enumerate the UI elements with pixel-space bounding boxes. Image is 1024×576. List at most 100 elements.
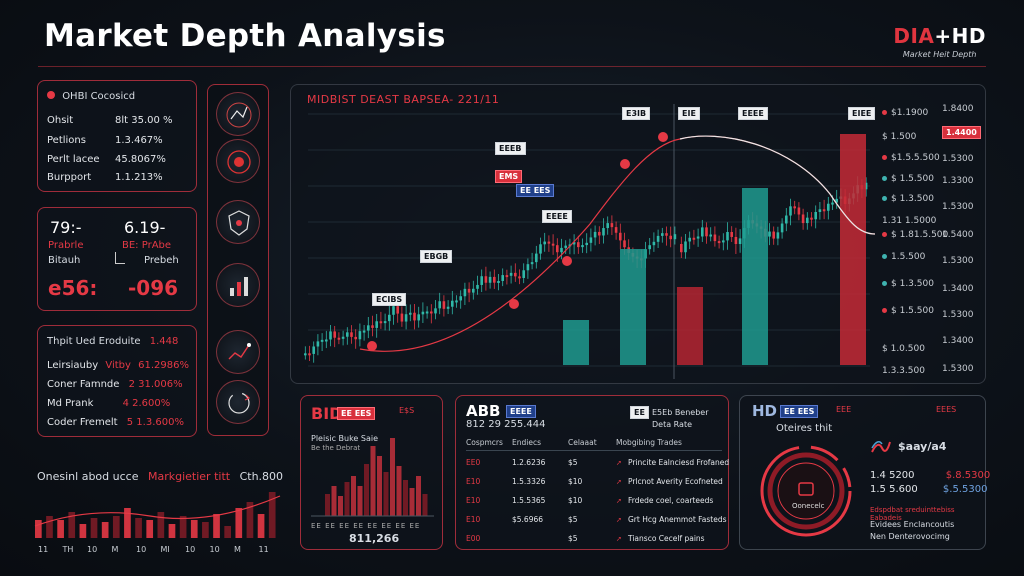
legend-row: $ 1.0.500 [882, 344, 925, 354]
cycle-icon[interactable] [216, 380, 260, 424]
product-row: Md Prank 4 2.600% [47, 398, 170, 409]
ask-table-cell: EE0 [466, 458, 481, 467]
candle-body [535, 253, 538, 263]
candle-body [688, 237, 691, 242]
ask-table-cell: Princite Ealnciesd Frofaned [628, 458, 730, 467]
volume-bar [190, 520, 198, 538]
candle-body [606, 223, 609, 229]
volume-bar [68, 512, 76, 538]
shield-icon[interactable] [216, 200, 260, 244]
legend-row-text: $1.1900 [891, 108, 929, 118]
candle-body [614, 227, 618, 233]
candle-body [358, 331, 362, 340]
legend-row: 1.31 1.5000 [882, 216, 936, 226]
legend-dot [882, 232, 887, 237]
target-icon[interactable] [216, 139, 260, 183]
ask-table-cell: E10 [466, 477, 481, 486]
volume-bar [46, 516, 53, 538]
candle-body [333, 331, 336, 338]
volume-chart-heading-mid: Markgietier titt [147, 470, 231, 483]
volume-bar [224, 526, 231, 538]
candle-body [413, 312, 416, 321]
main-depth-chart[interactable] [290, 84, 986, 384]
candle-body [602, 228, 605, 236]
chart-price-tag: EMS [495, 170, 523, 183]
ask-table-cell: 1.2.6236 [512, 458, 546, 467]
bid-bar [377, 456, 382, 516]
bid-bar-chart [311, 438, 434, 517]
legend-row-text: $ 1.3.500 [891, 279, 934, 289]
candle-body [396, 306, 399, 314]
candle-body [320, 339, 324, 342]
candle-body [346, 332, 349, 337]
right-axis-tick: 1.3400 [942, 284, 974, 294]
volume-bar [101, 522, 109, 538]
candle-body [371, 325, 374, 328]
gauge-icon[interactable] [216, 92, 260, 136]
volume-chart-heading: Onesinl abod ucce Markgietier titt Cth.8… [37, 470, 283, 483]
right-big-value: -096 [128, 276, 179, 300]
summary-row-value: 45.8067% [115, 154, 166, 165]
ask-table-cell: Prlcnot Averity Ecofneted [628, 477, 723, 486]
candle-body [539, 244, 542, 254]
volume-bar [124, 508, 131, 538]
legend-dot [882, 308, 887, 313]
candle-body [793, 206, 796, 209]
volume-xtick: 11 [38, 545, 48, 554]
hd-row-label: 1.4 5200 [870, 470, 915, 481]
candle-body [522, 270, 525, 278]
legend-row: $ 1.3.500 [882, 194, 934, 204]
legend-dot [882, 196, 887, 201]
legend-row: $ 1.5.500 [882, 174, 934, 184]
candle-body [696, 236, 700, 239]
candle-body [425, 311, 429, 314]
page-title: Market Depth Analysis [44, 18, 446, 54]
hd-callout: $aay/a4 [898, 440, 947, 453]
legend-row: $1.5.5.500 [882, 153, 940, 163]
candle-body [776, 232, 780, 239]
summary-row: Ohsit [47, 115, 73, 126]
candle-body [593, 231, 597, 238]
candle-body [772, 231, 775, 239]
price-marker [509, 299, 519, 309]
logo-mark-b: +HD [934, 24, 986, 48]
chart-price-tag: EEEB [495, 142, 526, 155]
logo-subtitle: Market Heit Depth [902, 50, 977, 59]
bid-bar [325, 494, 330, 516]
volume-bar [35, 520, 42, 538]
top-label-tag: EIEE [848, 107, 876, 120]
volume-xtick: M [234, 545, 241, 554]
chart-icon[interactable] [216, 263, 260, 307]
legend-row-text: $ 1.5.500 [891, 306, 934, 316]
chart-price-tag: ECIBS [372, 293, 407, 306]
volume-bar [146, 520, 154, 538]
bid-bar [416, 476, 421, 516]
hd-footer-line-1: Evidees Enclancoutis [870, 520, 955, 529]
candle-body [705, 227, 708, 237]
product-table-heading-value: 1.448 [149, 336, 179, 347]
candle-body [598, 231, 601, 236]
ask-table-cell: $5 [568, 534, 578, 543]
volume-bar [90, 518, 98, 538]
price-marker [562, 256, 572, 266]
bid-inner-sub: Be the Debrat [311, 444, 361, 452]
product-row-mid: Vitby [105, 360, 131, 371]
bid-xticks: EE EE EE EE EE EE EE EE [311, 522, 421, 530]
ask-table-cell: E10 [466, 496, 481, 505]
candle-body [316, 341, 320, 347]
candle-body [827, 203, 830, 211]
volume-xtick: TH [62, 545, 74, 554]
right-axis-tick: 1.3300 [942, 176, 974, 186]
ask-table-cell: $5.6966 [512, 515, 544, 524]
volume-xtick: 10 [210, 545, 220, 554]
price-marker [620, 159, 630, 169]
volume-xtick: 10 [136, 545, 146, 554]
candle-body [329, 331, 332, 340]
candle-body [367, 325, 370, 331]
summary-row-value: 8lt 35.00 % [115, 115, 173, 126]
candle-icon[interactable] [216, 330, 260, 374]
candle-body [814, 211, 817, 220]
candle-body [337, 337, 341, 340]
legend-row: $1.1900 [882, 108, 928, 118]
volume-bar [135, 518, 142, 538]
